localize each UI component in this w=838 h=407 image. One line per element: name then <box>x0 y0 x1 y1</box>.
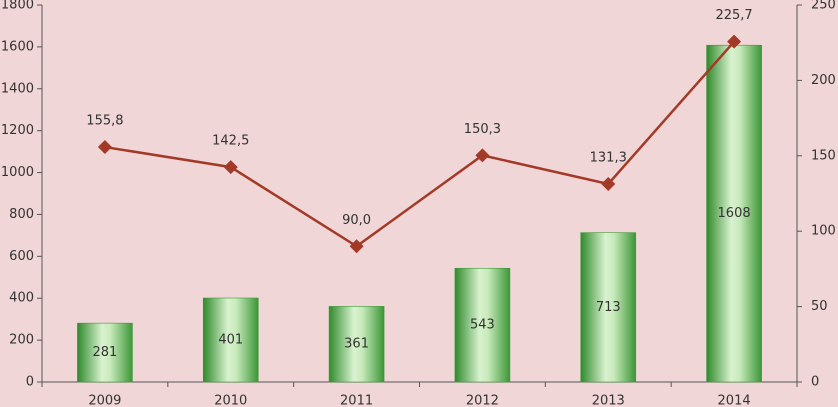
x-tick-label: 2009 <box>88 394 121 407</box>
marker <box>223 160 238 175</box>
bar <box>202 297 259 383</box>
bar-label: 401 <box>218 333 243 348</box>
x-tick-label: 2013 <box>592 394 625 407</box>
y2-tick-label: 150 <box>811 148 836 163</box>
bar-label: 1608 <box>718 206 751 221</box>
line-label: 225,7 <box>715 8 752 23</box>
line-label: 90,0 <box>342 213 371 228</box>
y-tick-label: 200 <box>9 333 34 348</box>
y2-tick-label: 50 <box>811 299 828 314</box>
y-tick-label: 1600 <box>1 39 34 54</box>
marker <box>97 140 112 155</box>
x-tick-label: 2011 <box>340 394 373 407</box>
y-tick-label: 600 <box>9 249 34 264</box>
x-tick-label: 2010 <box>214 394 247 407</box>
y-tick-label: 1400 <box>1 81 34 96</box>
bar <box>454 267 511 383</box>
line-label: 155,8 <box>86 114 123 129</box>
y2-tick-label: 200 <box>811 73 836 88</box>
y-tick-label: 0 <box>26 375 34 390</box>
marker <box>475 148 490 163</box>
bar <box>580 232 637 383</box>
bar <box>328 306 385 383</box>
line-label: 142,5 <box>212 134 249 149</box>
line-label: 150,3 <box>464 122 501 137</box>
x-tick-label: 2012 <box>466 394 499 407</box>
bar <box>77 322 133 383</box>
marker <box>349 239 364 254</box>
y2-tick-label: 0 <box>811 375 819 390</box>
y-tick-label: 1200 <box>1 123 34 138</box>
y2-tick-label: 100 <box>811 224 836 239</box>
y-tick-label: 400 <box>9 291 34 306</box>
line <box>104 40 736 248</box>
marker <box>601 176 616 191</box>
line-label: 131,3 <box>590 150 627 165</box>
x-tick-label: 2014 <box>718 394 751 407</box>
y-tick-label: 1000 <box>1 165 34 180</box>
bar-label: 713 <box>596 300 621 315</box>
bar <box>706 44 762 383</box>
y-tick-label: 800 <box>9 207 34 222</box>
marker <box>727 34 742 49</box>
bar-label: 543 <box>470 318 495 333</box>
y-tick-label: 1800 <box>1 0 34 13</box>
bar-label: 281 <box>93 345 118 360</box>
bar-label: 361 <box>344 337 369 352</box>
y2-tick-label: 250 <box>811 0 836 13</box>
